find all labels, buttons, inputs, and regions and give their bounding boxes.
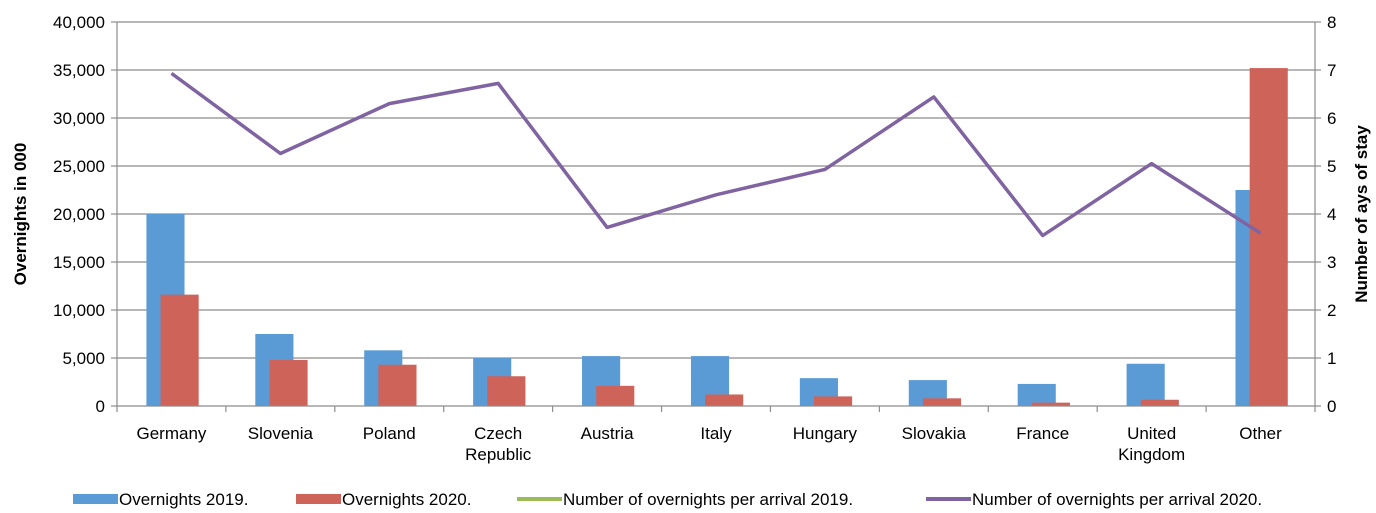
legend-label: Number of overnights per arrival 2020. <box>972 490 1262 509</box>
category-label: Slovakia <box>902 424 967 443</box>
right-tick-label: 4 <box>1327 205 1336 224</box>
axes <box>111 21 1321 412</box>
legend-label: Overnights 2020. <box>342 490 471 509</box>
gridlines <box>117 21 1315 359</box>
category-label-line: Germany <box>136 424 206 443</box>
right-tick-label: 1 <box>1327 349 1336 368</box>
bar-2 <box>922 398 962 406</box>
legend-swatch <box>296 494 341 504</box>
legend-label: Overnights 2019. <box>119 490 248 509</box>
right-tick-label: 7 <box>1327 61 1336 80</box>
right-tick-label: 2 <box>1327 301 1336 320</box>
left-tick-label: 20,000 <box>53 205 105 224</box>
category-label: Poland <box>363 424 416 443</box>
bar-2 <box>596 385 635 406</box>
bar-1 <box>1017 383 1056 406</box>
left-tick-label: 0 <box>96 397 105 416</box>
category-label-line: Slovenia <box>248 424 314 443</box>
category-label-line: Italy <box>700 424 732 443</box>
right-tick-label: 8 <box>1327 13 1336 32</box>
category-label: Slovenia <box>248 424 314 443</box>
category-label: Czech Republic <box>465 424 532 464</box>
category-label-line: Poland <box>363 424 416 443</box>
category-label: Italy <box>700 424 732 443</box>
bar-2 <box>487 376 526 406</box>
bar-2 <box>1031 402 1070 406</box>
category-label-line: France <box>1016 424 1069 443</box>
category-label-line: Republic <box>465 445 532 464</box>
left-tick-label: 15,000 <box>53 253 105 272</box>
bar-2 <box>160 294 199 406</box>
category-label-line: United <box>1127 424 1176 443</box>
category-label: United Kingdom <box>1118 424 1185 464</box>
legend: Overnights 2019. Overnights 2020. Number o… <box>73 490 1262 509</box>
right-tick-label: 3 <box>1327 253 1336 272</box>
bar-2 <box>378 364 417 406</box>
lines <box>170 71 1262 238</box>
bar-2 <box>269 359 308 406</box>
legend-label: Number of overnights per arrival 2019. <box>563 490 853 509</box>
bar-2 <box>705 394 744 406</box>
legend-swatch <box>73 494 118 504</box>
category-label-line: Other <box>1239 424 1282 443</box>
bar-2 <box>814 396 853 406</box>
category-label-line: Kingdom <box>1118 445 1185 464</box>
right-tick-labels: 0 1 2 3 4 5 6 7 8 <box>1327 13 1336 416</box>
bar-2 <box>1140 399 1179 406</box>
right-tick-label: 5 <box>1327 157 1336 176</box>
category-label: Other <box>1239 424 1282 443</box>
category-label-line: Austria <box>581 424 634 443</box>
left-tick-label: 30,000 <box>53 109 105 128</box>
category-label: Germany <box>136 424 206 443</box>
right-tick-label: 6 <box>1327 109 1336 128</box>
left-tick-label: 35,000 <box>53 61 105 80</box>
category-label: France <box>1016 424 1069 443</box>
bar-1 <box>1126 363 1165 406</box>
left-tick-label: 5,000 <box>62 349 105 368</box>
y-right-axis-title: Number of ays of stay <box>1352 125 1371 303</box>
category-label-line: Hungary <box>793 424 858 443</box>
bar-2 <box>1249 68 1288 406</box>
bars <box>146 68 1288 406</box>
left-tick-label: 40,000 <box>53 13 105 32</box>
left-tick-label: 25,000 <box>53 157 105 176</box>
y-left-axis-title: Overnights in 000 <box>11 143 30 286</box>
series-line-2 <box>170 71 1262 238</box>
left-tick-labels: 0 5,000 10,000 15,000 20,000 25,000 30,000 35,0… <box>53 13 105 416</box>
right-tick-label: 0 <box>1327 397 1336 416</box>
category-label: Austria <box>581 424 634 443</box>
category-label-line: Slovakia <box>902 424 967 443</box>
category-label: Hungary <box>793 424 858 443</box>
left-tick-label: 10,000 <box>53 301 105 320</box>
category-labels: Germany Slovenia Poland Czech Republic Austri… <box>136 424 1282 464</box>
category-label-line: Czech <box>474 424 522 443</box>
